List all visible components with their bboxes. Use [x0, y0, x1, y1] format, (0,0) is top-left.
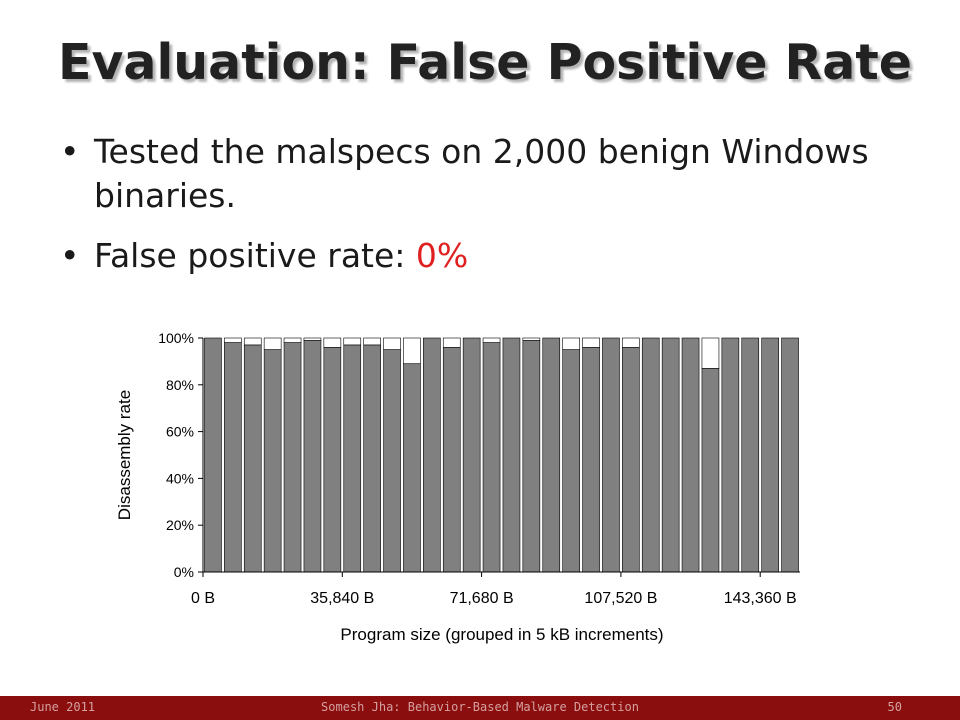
- bar-remainder: [403, 337, 421, 365]
- bar-remainder: [224, 337, 242, 343]
- bar-remainder: [283, 337, 302, 343]
- disassembly-rate-chart: 0% 20% 40% 60% 80% 100% 0 B 35,840 B 71,680 B 10…: [115, 330, 800, 644]
- bar: [681, 337, 700, 573]
- footer-date: June 2011: [30, 700, 96, 714]
- bar: [243, 344, 262, 573]
- bar-remainder: [482, 337, 501, 343]
- bullet-list: • Tested the malspecs on 2,000 benign Win…: [58, 130, 918, 294]
- bar-remainder: [562, 337, 580, 350]
- y-tick-label: 0%: [174, 564, 194, 580]
- bar-remainder: [363, 337, 381, 346]
- bar-remainder: [622, 337, 640, 348]
- x-tick-label: 107,520 B: [584, 590, 657, 607]
- x-tick-label: 35,840 B: [310, 590, 374, 607]
- false-positive-value: 0%: [415, 236, 469, 275]
- y-tick-label: 20%: [166, 517, 194, 533]
- bar: [602, 337, 620, 573]
- bar-remainder: [701, 337, 720, 369]
- bar: [224, 342, 242, 573]
- x-axis-label: Program size (grouped in 5 kB increments…: [340, 625, 663, 644]
- bar: [622, 347, 640, 573]
- bar: [641, 337, 660, 573]
- bullet-text: False positive rate:: [94, 236, 416, 275]
- bar-remainder: [343, 337, 362, 346]
- bar: [263, 349, 282, 573]
- y-tick-label: 40%: [166, 470, 194, 486]
- bar: [423, 337, 441, 573]
- bullet-dot: •: [60, 236, 80, 275]
- bar-remainder: [582, 337, 600, 348]
- x-tick-label: 0 B: [191, 590, 215, 607]
- bar-series: [204, 337, 799, 573]
- footer-bar: June 2011 Somesh Jha: Behavior-Based Mal…: [0, 696, 960, 720]
- bullet-item: • False positive rate: 0%: [58, 234, 918, 278]
- bar: [442, 347, 461, 573]
- bar: [343, 344, 362, 573]
- bar: [462, 337, 481, 573]
- bar: [482, 342, 501, 573]
- slide-title: Evaluation: False Positive Rate: [58, 34, 913, 91]
- y-axis-ticks: 0% 20% 40% 60% 80% 100%: [158, 330, 203, 580]
- y-tick-label: 60%: [166, 424, 194, 440]
- bar: [323, 347, 342, 573]
- bar: [303, 340, 322, 573]
- bar: [721, 337, 740, 573]
- page-number: 50: [887, 700, 902, 714]
- bar: [403, 363, 421, 573]
- bullet-item: • Tested the malspecs on 2,000 benign Win…: [58, 130, 918, 218]
- bullet-dot: •: [60, 132, 80, 171]
- bar: [661, 337, 680, 573]
- bar-remainder: [263, 337, 282, 350]
- bar: [582, 347, 600, 573]
- bar: [562, 349, 580, 573]
- bar: [283, 342, 302, 573]
- x-tick-label: 143,360 B: [724, 590, 797, 607]
- bar-remainder: [303, 337, 322, 341]
- bar-remainder: [383, 337, 401, 350]
- x-axis-ticks: 0 B 35,840 B 71,680 B 107,520 B 143,360 B: [191, 572, 797, 607]
- x-tick-label: 71,680 B: [450, 590, 514, 607]
- bar: [741, 337, 760, 573]
- bar: [522, 340, 541, 573]
- bar-remainder: [522, 337, 541, 341]
- bar: [363, 344, 381, 573]
- footer-title: Somesh Jha: Behavior-Based Malware Detec…: [321, 700, 639, 714]
- y-axis-label: Disassembly rate: [115, 390, 134, 520]
- bar: [761, 337, 779, 573]
- bar: [204, 337, 222, 573]
- bar: [542, 337, 561, 573]
- bar: [701, 368, 720, 573]
- bar: [781, 337, 799, 573]
- y-tick-label: 80%: [166, 377, 194, 393]
- bar-remainder: [323, 337, 342, 348]
- bar-remainder: [243, 337, 262, 346]
- y-tick-label: 100%: [158, 330, 194, 346]
- bullet-text: Tested the malspecs on 2,000 benign Wind…: [94, 132, 869, 215]
- bar-remainder: [442, 337, 461, 348]
- bar: [502, 337, 521, 573]
- bar: [383, 349, 401, 573]
